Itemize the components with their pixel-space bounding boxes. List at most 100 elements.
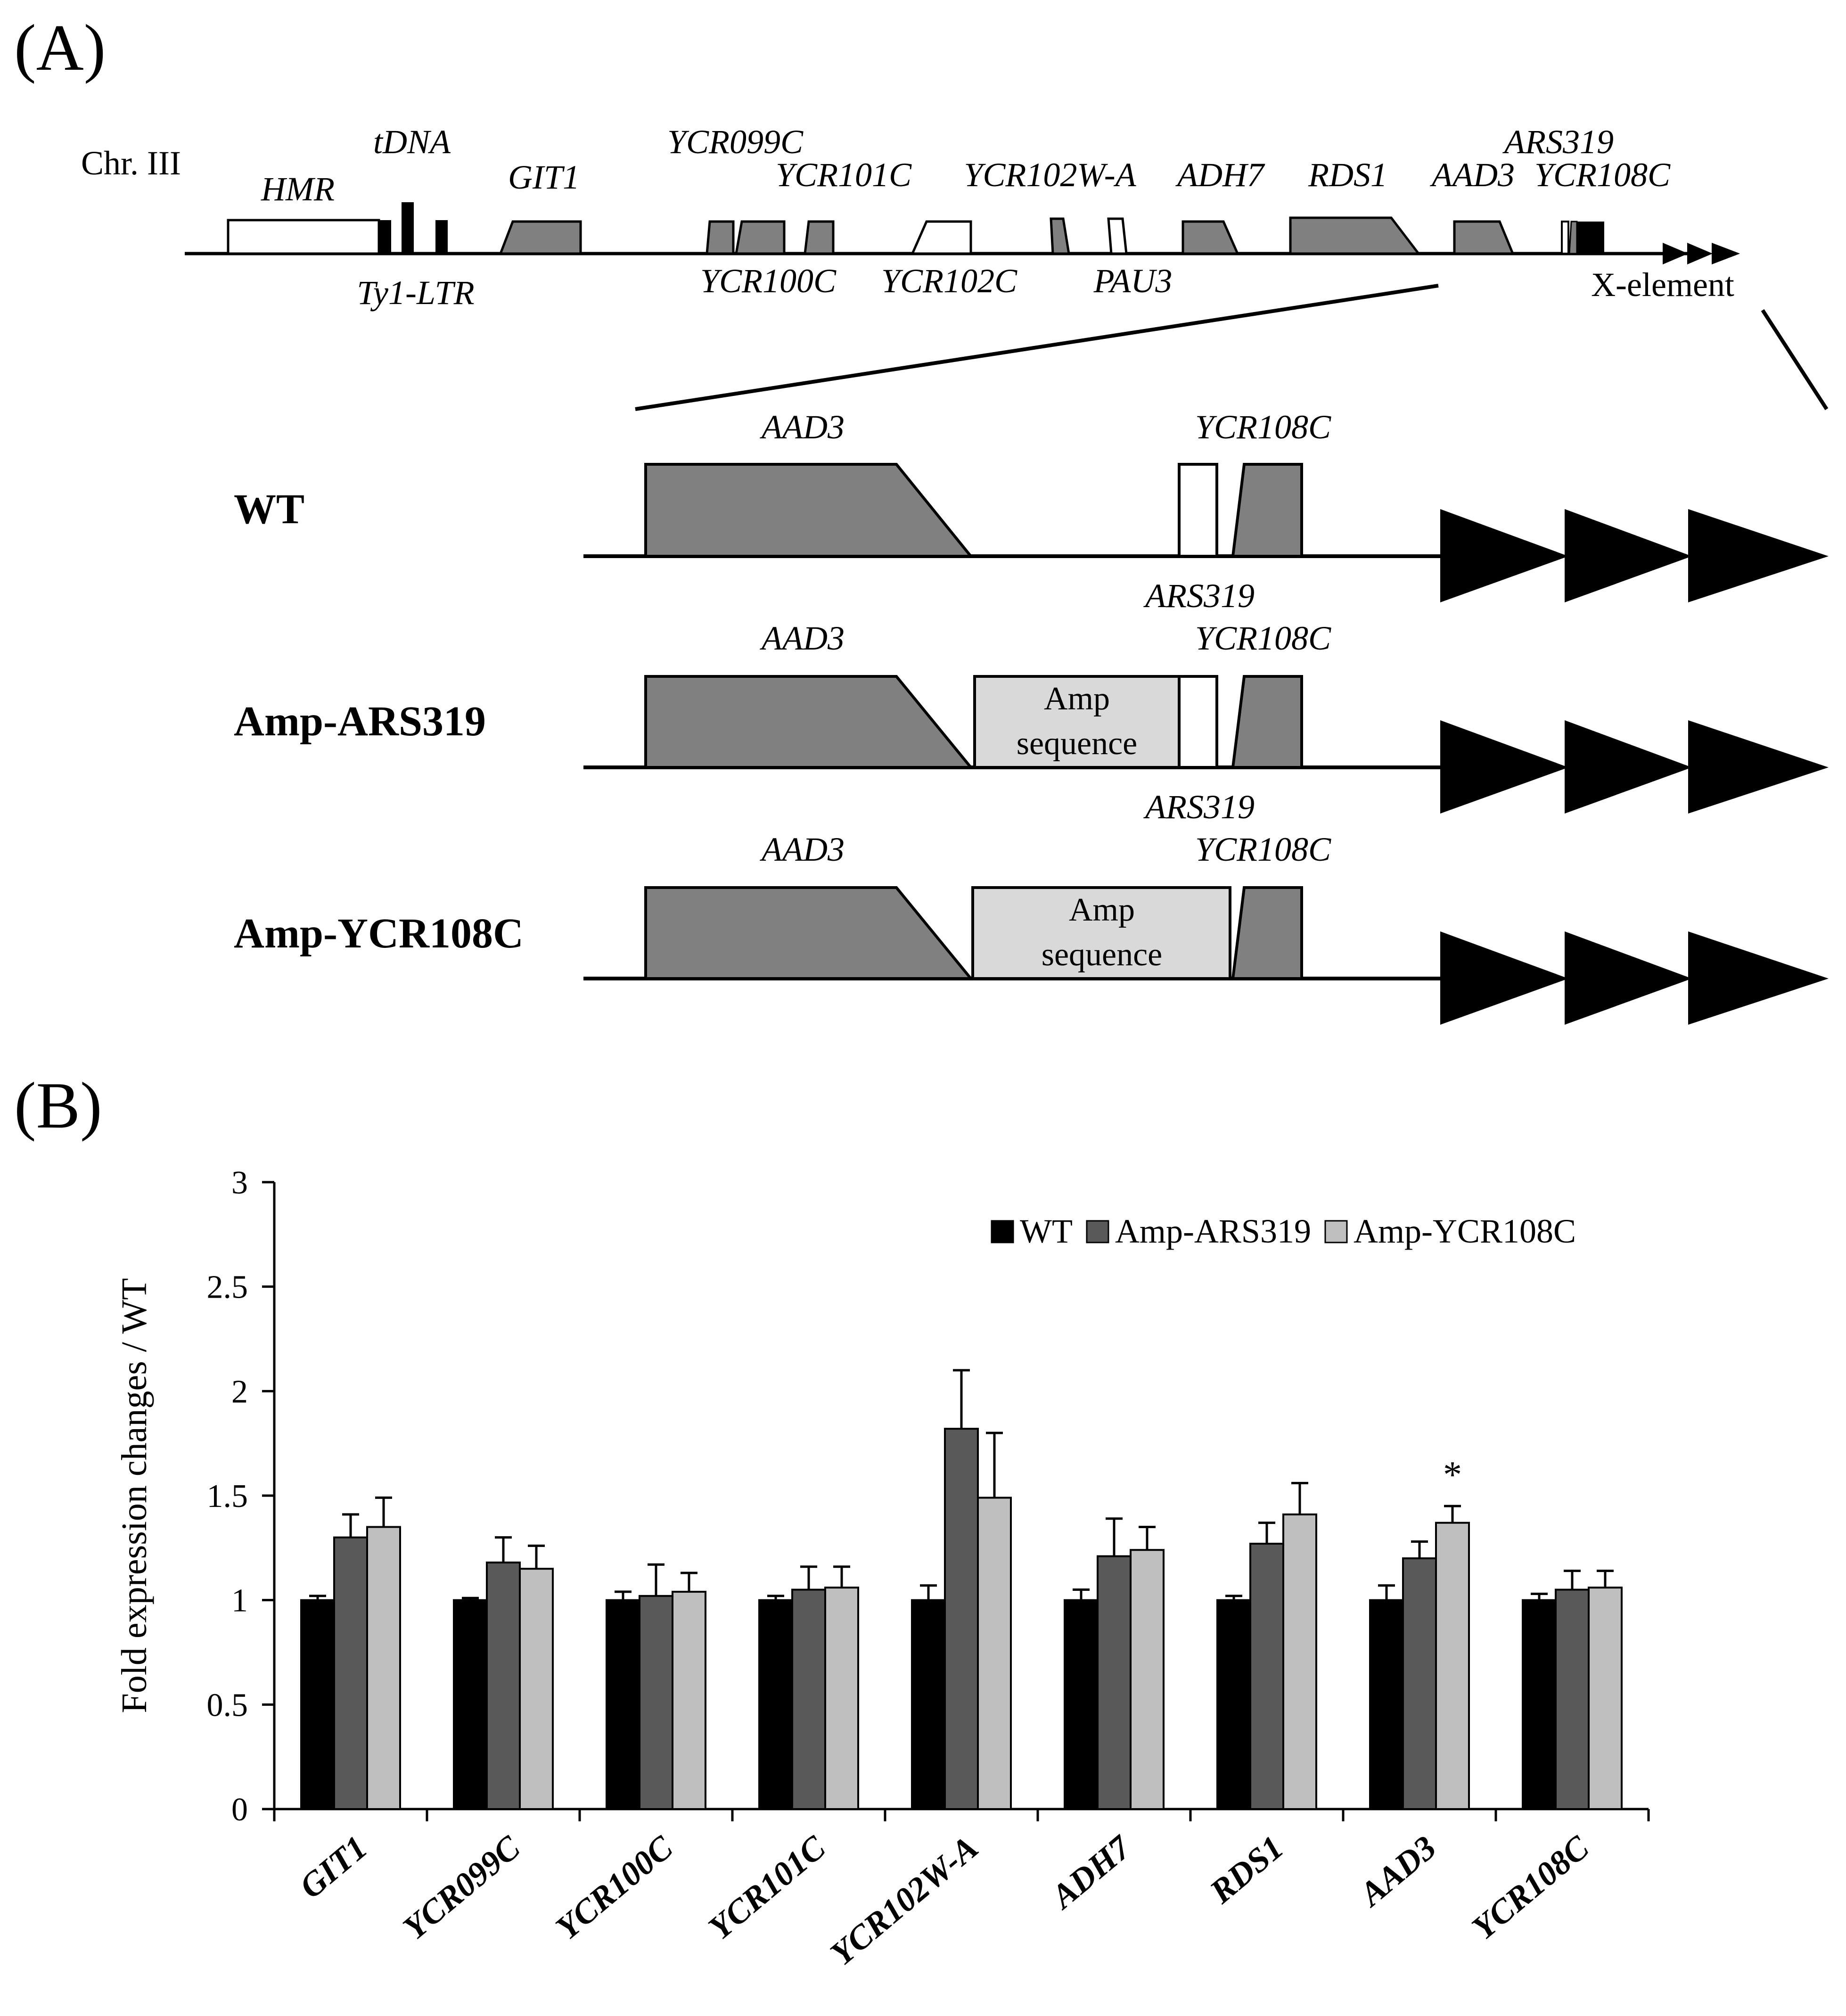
y-tick-label: 2 [231, 1374, 248, 1410]
ty1-ltr-bar [379, 220, 391, 254]
hmr-box [227, 219, 380, 255]
construct-wt-ycr108c-label: YCR108C [1195, 408, 1331, 446]
bar-amp-ycr108c-aad3 [1435, 1522, 1470, 1810]
construct-amp-ars319-ars319-label: ARS319 [1143, 788, 1255, 826]
y-tick-label: 1.5 [207, 1478, 248, 1514]
ycr099c-gene [706, 220, 735, 255]
bar-wt-rds1 [1216, 1599, 1251, 1810]
ycr099c-label: YCR099C [667, 123, 804, 161]
bar-amp-ycr108c-ycr101c [824, 1587, 859, 1810]
chromosome-overview: Chr. III HMR tDNA GIT1 YC [81, 123, 1740, 312]
construct-amp-ars319-ycr108c-label: YCR108C [1195, 619, 1331, 657]
x-element-arrow-2 [1687, 243, 1713, 264]
construct-amp-ycr108c-amp-text-1: Amp [1069, 892, 1135, 928]
y-tick-label: 0.5 [207, 1687, 248, 1723]
x-element-arrow-1 [1663, 243, 1688, 264]
adh7-gene [1181, 220, 1239, 255]
x-tick-label: RDS1 [1202, 1828, 1290, 1911]
construct-amp-ycr108c: Amp-YCR108C Amp sequence AAD3 YCR108C [234, 831, 1829, 1025]
construct-amp-ars319-ycr108c [1231, 675, 1303, 769]
bar-wt-git1 [300, 1599, 335, 1810]
git1-label: GIT1 [508, 158, 580, 196]
panel-a-label: (A) [14, 11, 106, 84]
ycr102c-label: YCR102C [881, 262, 1017, 300]
construct-amp-ars319-x-arrow-2 [1565, 720, 1692, 814]
legend-swatch-wt [991, 1220, 1014, 1243]
panel-a: (A) Chr. III HMR tDN [14, 11, 1829, 1025]
construct-wt-ycr108c [1231, 463, 1303, 558]
bar-amp-ycr108c-ycr100c [672, 1590, 706, 1810]
construct-amp-ars319-amp-text-1: Amp [1044, 681, 1110, 717]
construct-amp-ars319-amp-box [973, 675, 1181, 769]
x-tick-label: ADH7 [1043, 1827, 1139, 1917]
x-element-arrow-3 [1712, 243, 1740, 264]
zoom-line-right [1761, 309, 1829, 411]
pau3-label: PAU3 [1093, 262, 1173, 300]
construct-amp-ycr108c-x-arrow-1 [1440, 931, 1568, 1025]
construct-amp-ars319-ars319 [1178, 675, 1218, 769]
construct-amp-ars319-aad3 [644, 675, 974, 769]
construct-amp-ycr108c-aad3-label: AAD3 [760, 831, 845, 868]
ycr100c-gene [735, 220, 786, 255]
tdna-label: tDNA [373, 123, 451, 161]
construct-wt-aad3-label: AAD3 [760, 408, 845, 446]
y-tick-label: 0 [231, 1792, 248, 1828]
construct-amp-ars319: Amp-ARS319 Amp sequence AAD3 YCR108C ARS… [234, 619, 1829, 826]
tdna-bar-2 [435, 220, 448, 254]
x-tick-label: YCR100C [549, 1828, 680, 1947]
legend-label-amp-ycr108c: Amp-YCR108C [1354, 1212, 1576, 1250]
rds1-gene [1289, 216, 1421, 255]
bar-amp-ars319-ycr100c [639, 1595, 673, 1810]
tdna-bar [402, 202, 414, 254]
adh7-label: ADH7 [1175, 156, 1265, 194]
bar-wt-ycr099c [453, 1599, 488, 1810]
bar-wt-ycr102w-a [911, 1599, 946, 1810]
ycr108c-gene-overview [1568, 221, 1578, 255]
bar-wt-ycr108c [1522, 1599, 1557, 1810]
construct-amp-ycr108c-amp-box [971, 886, 1231, 980]
bar-wt-ycr101c [758, 1599, 793, 1810]
bar-amp-ycr108c-ycr102w-a [977, 1497, 1012, 1810]
bar-amp-ars319-rds1 [1249, 1542, 1284, 1810]
construct-amp-ycr108c-x-arrow-3 [1688, 931, 1829, 1025]
ycr102w-a-gene [1050, 217, 1070, 255]
x-tick-label: YCR108C [1465, 1828, 1596, 1947]
construct-wt-ars319 [1178, 463, 1218, 558]
panel-b-label: (B) [14, 1069, 102, 1142]
git1-gene [499, 220, 582, 255]
ycr108c-label-overview: YCR108C [1534, 156, 1671, 194]
y-tick-label: 1 [231, 1583, 248, 1619]
aad3-gene-overview [1453, 220, 1515, 255]
construct-amp-ycr108c-ycr108c [1231, 886, 1303, 980]
bar-wt-aad3 [1369, 1599, 1404, 1810]
bar-chart: 0 0.5 1 1.5 2 2.5 3 Fold expression changes / W… [115, 1165, 1650, 1973]
bar-amp-ars319-ycr101c [791, 1588, 826, 1810]
x-tick-label: GIT1 [292, 1828, 374, 1906]
construct-amp-ycr108c-name: Amp-YCR108C [234, 910, 524, 957]
bar-amp-ars319-ycr108c [1555, 1588, 1590, 1810]
ars319-label-overview: ARS319 [1502, 123, 1614, 161]
construct-wt-x-arrow-2 [1565, 509, 1692, 602]
construct-wt-aad3 [644, 463, 974, 558]
bar-amp-ycr108c-git1 [366, 1526, 401, 1810]
pau3-gene [1107, 217, 1128, 255]
legend-label-wt: WT [1020, 1212, 1073, 1250]
significance-marker: * [1443, 1454, 1462, 1496]
bar-amp-ars319-ycr102w-a [944, 1428, 979, 1810]
y-tick-label: 3 [231, 1165, 248, 1201]
construct-amp-ars319-name: Amp-ARS319 [234, 698, 486, 745]
x-element-label: X-element [1591, 266, 1734, 304]
construct-amp-ycr108c-x-arrow-2 [1565, 931, 1692, 1025]
construct-amp-ars319-amp-text-2: sequence [1017, 725, 1138, 762]
rds1-label: RDS1 [1308, 156, 1387, 194]
x-tick-label: AAD3 [1351, 1828, 1443, 1914]
legend-swatch-amp-ycr108c [1324, 1220, 1348, 1243]
bar-wt-ycr100c [606, 1599, 640, 1810]
bar-wt-adh7 [1064, 1599, 1099, 1810]
bar-amp-ycr108c-adh7 [1130, 1549, 1165, 1810]
x-tick-label: YCR099C [396, 1828, 527, 1947]
zoom-line-left [635, 284, 1439, 411]
construct-amp-ars319-x-arrow-1 [1440, 720, 1568, 814]
y-axis-label: Fold expression changes / WT [115, 1278, 154, 1713]
